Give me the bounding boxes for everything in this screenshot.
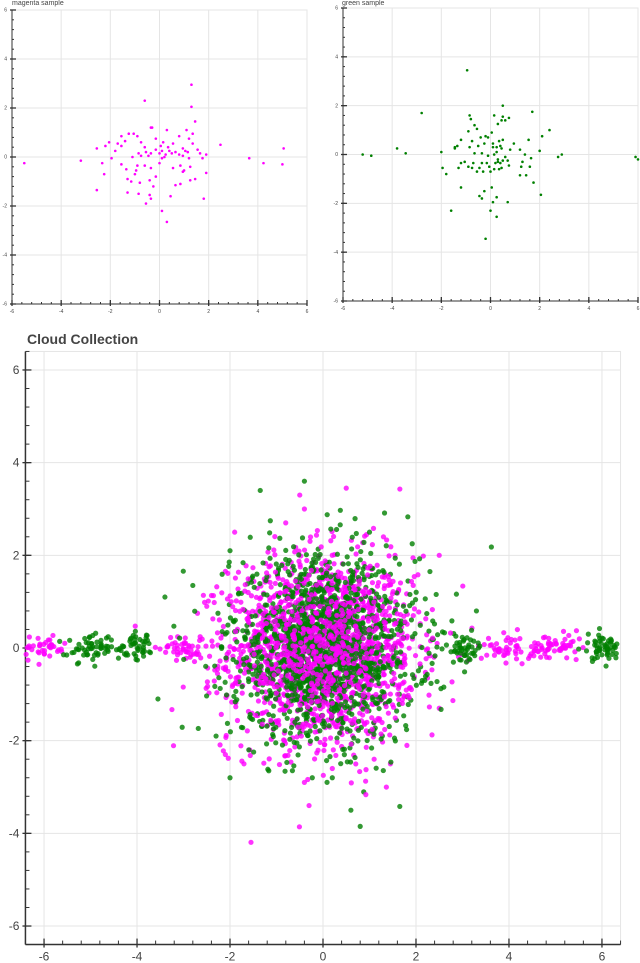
green-sample-canvas: -6 -4 -2 0 2 4 6 -6 -4 -2 0 2 4 6 [334, 6, 640, 312]
scatter-points [22, 83, 285, 224]
y-tick-label: 6 [4, 8, 7, 14]
plot-title: Cloud Collection [27, 331, 139, 347]
x-tick-label: 6 [306, 309, 309, 315]
plot-title: magenta sample [12, 0, 64, 7]
x-tick-label: 0 [489, 306, 492, 312]
x-tick-label: 2 [207, 309, 210, 315]
y-tick-label: -6 [9, 919, 20, 933]
x-tick-label: 4 [506, 950, 513, 963]
grid-lines [342, 7, 639, 302]
y-tick-label: 6 [335, 6, 338, 12]
y-tick-label: 6 [13, 363, 20, 377]
x-tick-label: -6 [10, 309, 15, 315]
x-tick-label: -4 [390, 306, 395, 312]
magenta-sample-canvas: -6 -4 -2 0 2 4 6 -6 -4 -2 0 2 4 6 [3, 8, 309, 315]
y-tick-label: -6 [3, 302, 8, 308]
x-tick-label: 2 [538, 306, 541, 312]
y-tick-label: 0 [335, 152, 338, 158]
magenta-sample-plot: magenta sample -6 -4 -2 0 2 4 6 -6 -4 -2 0 2 4 6 [0, 0, 320, 320]
axes: -6 -4 -2 0 2 4 6 -6 -4 -2 0 2 4 6 [3, 8, 309, 315]
y-tick-label: 4 [335, 55, 338, 61]
y-tick-label: -4 [334, 250, 339, 256]
x-tick-label: 0 [320, 950, 327, 963]
y-tick-label: -2 [9, 734, 20, 748]
x-tick-label: -4 [132, 950, 143, 963]
axes: -6 -4 -2 0 2 4 6 -6 -4 -2 0 2 4 6 [334, 6, 640, 312]
scatter-points [361, 68, 640, 241]
axes: -6 -4 -2 0 2 4 6 -6 -4 -2 0 2 4 6 [9, 350, 622, 963]
y-tick-label: 0 [13, 641, 20, 655]
y-tick-label: 2 [13, 548, 20, 562]
x-tick-label: -6 [39, 950, 50, 963]
x-tick-label: 0 [158, 309, 161, 315]
x-tick-label: 6 [599, 950, 606, 963]
x-tick-label: 4 [587, 306, 590, 312]
x-tick-label: 2 [413, 950, 420, 963]
plot-title: green sample [342, 0, 385, 7]
y-tick-label: 4 [13, 456, 20, 470]
y-tick-label: -4 [3, 253, 8, 259]
y-tick-label: -4 [9, 826, 20, 840]
x-tick-label: -2 [439, 306, 444, 312]
y-tick-label: 4 [4, 57, 7, 63]
x-tick-label: -2 [108, 309, 113, 315]
series-magenta-overlay [169, 520, 454, 798]
cloud-collection-plot: Cloud Collection -6 -4 -2 0 2 4 6 -6 -4 -2 0 2 4 6 [0, 328, 640, 963]
y-tick-label: 0 [4, 155, 7, 161]
y-tick-label: -2 [3, 204, 8, 210]
cloud-collection-canvas: -6 -4 -2 0 2 4 6 -6 -4 -2 0 2 4 6 [9, 350, 622, 963]
x-tick-label: -6 [341, 306, 346, 312]
y-tick-label: -6 [334, 299, 339, 305]
y-tick-label: 2 [4, 106, 7, 112]
x-tick-label: 6 [637, 306, 640, 312]
green-sample-plot: green sample -6 -4 -2 0 2 4 6 -6 -4 -2 0 2 4 6 [320, 0, 640, 320]
x-tick-label: -2 [225, 950, 236, 963]
x-tick-label: -4 [59, 309, 64, 315]
y-tick-label: 2 [335, 103, 338, 109]
grid-lines [11, 9, 308, 305]
x-tick-label: 4 [256, 309, 259, 315]
y-tick-label: -2 [334, 201, 339, 207]
